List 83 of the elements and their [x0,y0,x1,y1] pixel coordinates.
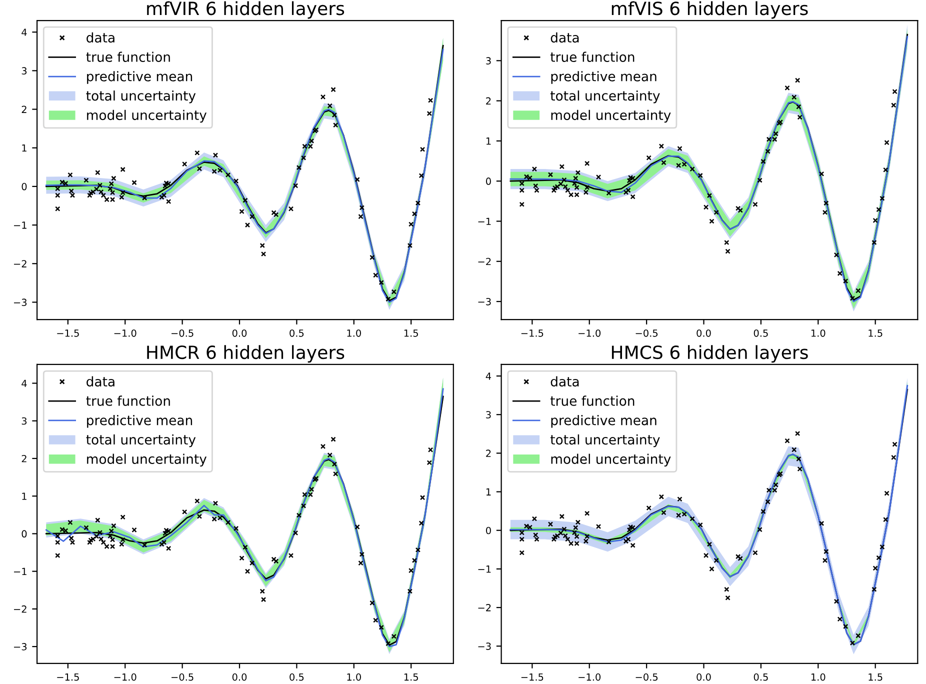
y-tick-label: −1 [478,218,491,225]
legend-label: true function [550,52,634,62]
legend-label: predictive mean [551,71,656,84]
legend-label: predictive mean [551,415,656,428]
legend-label: true function [550,396,634,406]
y-tick-label: 0 [486,526,491,534]
y-tick-label: 3 [22,417,27,425]
legend-label: data [86,376,114,387]
legend-label: total uncertainty [86,90,196,104]
y-tick-label: 3 [22,67,27,75]
y-tick-label: −3 [14,643,27,650]
x-tick-label: −1.5 [521,330,544,337]
chart-title: mfVIR 6 hidden layers [147,1,344,19]
x-tick-label: 0.0 [232,673,247,681]
x-tick-label: −0.5 [636,329,658,337]
y-tick-label: 0 [22,182,27,190]
legend-label: data [550,32,579,43]
x-tick-label: −1.5 [57,330,79,337]
x-tick-label: 0.5 [754,673,768,681]
x-tick-label: 1.0 [811,329,826,337]
legend-label: true function [86,52,170,62]
x-tick-label: 1.5 [404,674,418,681]
legend-label: total uncertainty [550,434,660,448]
x-tick-label: −1.0 [114,673,136,681]
x-tick-label: −1.0 [578,673,601,681]
legend-label: model uncertainty [551,110,671,123]
x-tick-label: 1.0 [347,673,361,681]
y-tick-label: −3 [14,298,27,306]
legend-label: predictive mean [87,415,192,428]
y-tick-label: 3 [486,57,491,64]
y-tick-label: −2 [478,604,491,612]
x-tick-label: −0.5 [172,673,194,681]
x-tick-label: −1.0 [114,329,136,337]
chart-title: HMCR 6 hidden layers [147,345,344,363]
y-tick-label: 1 [486,138,491,145]
legend-label: model uncertainty [87,454,207,467]
x-tick-label: −1.5 [57,674,79,681]
y-tick-label: −2 [14,605,26,613]
y-tick-label: 4 [22,28,27,36]
x-tick-label: 1.5 [404,330,418,337]
x-tick-label: −0.5 [172,329,194,337]
x-tick-label: 0.5 [754,329,768,337]
y-tick-label: −2 [478,258,491,266]
y-tick-label: −1 [14,222,26,229]
y-tick-label: 1 [486,488,491,496]
y-tick-label: 4 [22,380,27,387]
x-tick-label: 0.5 [290,673,304,681]
x-tick-label: 1.5 [868,674,882,681]
y-tick-label: −3 [478,298,491,306]
x-tick-label: 1.0 [347,329,361,337]
x-tick-label: 1.0 [811,673,826,681]
legend-label: data [550,376,579,387]
y-tick-label: −1 [14,568,26,576]
x-tick-label: 1.5 [868,330,882,337]
y-tick-label: 0 [486,178,491,185]
x-tick-label: −1.0 [578,329,601,337]
y-tick-label: −1 [478,566,491,573]
chart-title: HMCS 6 hidden layers [612,345,808,363]
legend-label: predictive mean [87,71,192,84]
y-tick-label: −2 [14,260,26,268]
x-tick-label: 0.0 [696,673,711,681]
x-tick-label: 0.0 [696,329,711,337]
y-tick-label: −3 [478,642,491,650]
chart-title: mfVIS 6 hidden layers [612,1,808,19]
legend-label: total uncertainty [86,434,196,448]
x-tick-label: 0.5 [290,329,304,337]
x-tick-label: −0.5 [636,673,658,681]
y-tick-label: 2 [486,97,491,104]
y-tick-label: 4 [486,372,492,380]
x-tick-label: −1.5 [521,674,544,681]
y-tick-label: 1 [22,492,26,500]
legend-label: true function [86,396,170,406]
y-tick-label: 2 [486,450,491,457]
legend-label: model uncertainty [551,454,671,467]
y-tick-label: 3 [486,411,491,418]
x-tick-label: 0.0 [232,329,247,337]
y-tick-label: 2 [22,454,26,462]
y-tick-label: 2 [22,106,26,113]
legend-label: model uncertainty [87,110,207,123]
legend-label: data [86,32,114,43]
legend-label: total uncertainty [550,90,660,104]
y-tick-label: 0 [22,530,27,538]
y-tick-label: 1 [22,144,26,152]
